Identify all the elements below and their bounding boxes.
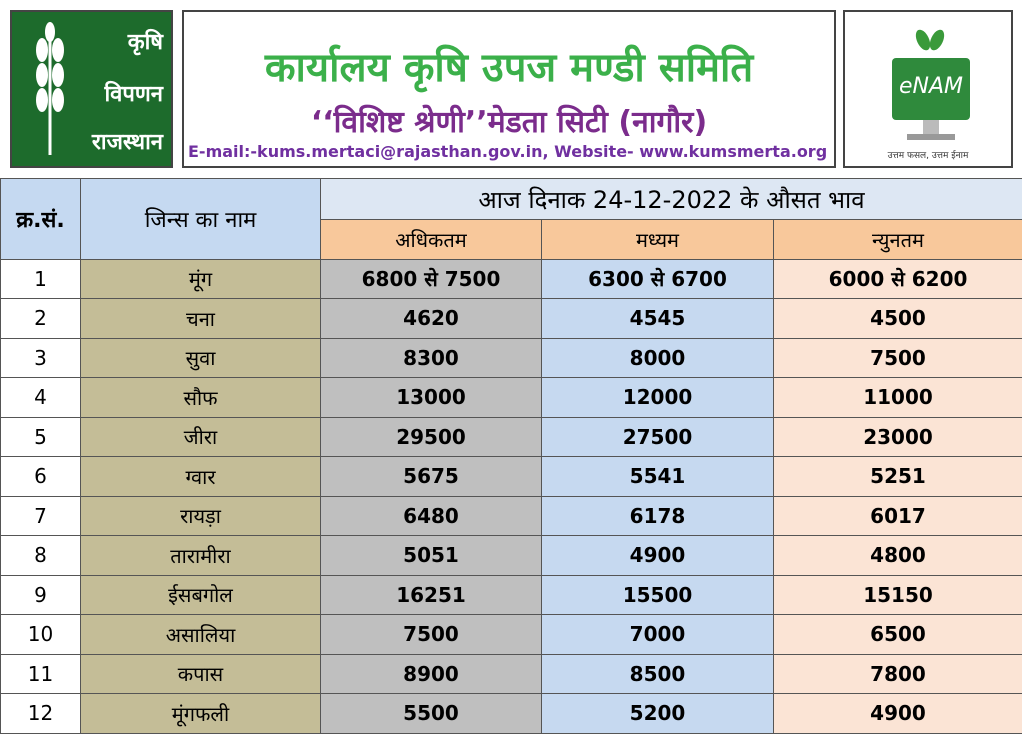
enam-text: eNAM [899,74,963,99]
contact: E-mail:-kums.mertaci@rajasthan.gov.in, W… [188,142,827,161]
price-cell: 16251 [321,575,542,615]
price-cell: 6178 [542,496,774,536]
price-column-header: अधिकतम [321,220,542,260]
price-cell: 7500 [774,338,1022,378]
serial-cell: 2 [1,299,81,339]
price-cell: 8500 [542,654,774,694]
logo-text: विपणन [104,78,163,108]
name-cell: सौफ [81,378,321,418]
name-cell: सुवा [81,338,321,378]
price-cell: 8000 [542,338,774,378]
price-cell: 23000 [774,417,1022,457]
price-cell: 6480 [321,496,542,536]
serial-cell: 12 [1,694,81,734]
name-cell: मूंग [81,259,321,299]
price-cell: 5541 [542,457,774,497]
price-cell: 8300 [321,338,542,378]
price-cell: 4500 [774,299,1022,339]
price-cell: 5200 [542,694,774,734]
price-cell: 5051 [321,536,542,576]
price-cell: 6000 से 6200 [774,259,1022,299]
wheat-icon [20,20,80,160]
serial-cell: 9 [1,575,81,615]
serial-header: क्र.सं. [1,179,81,260]
date-heading: आज दिनाक 24-12-2022 के औसत भाव [321,179,1022,220]
price-cell: 5500 [321,694,542,734]
price-cell: 27500 [542,417,774,457]
price-cell: 15500 [542,575,774,615]
logo-right: eNAM उत्तम फसल, उत्तम ईनाम [843,10,1013,168]
name-header: जिन्स का नाम [81,179,321,260]
serial-cell: 4 [1,378,81,418]
serial-cell: 5 [1,417,81,457]
table-body: क्र.सं. जिन्स का नाम आज दिनाक 24-12-2022… [1,179,1022,734]
name-cell: ईसबगोल [81,575,321,615]
price-cell: 15150 [774,575,1022,615]
serial-cell: 1 [1,259,81,299]
price-cell: 4545 [542,299,774,339]
price-cell: 12000 [542,378,774,418]
price-cell: 4620 [321,299,542,339]
logo-text: कृषि [128,26,163,56]
name-cell: ग्वार [81,457,321,497]
price-cell: 4800 [774,536,1022,576]
header-row: क्र.सं. जिन्स का नाम आज दिनाक 24-12-2022… [1,179,1022,220]
name-cell: असालिया [81,615,321,655]
price-cell: 13000 [321,378,542,418]
name-cell: कपास [81,654,321,694]
price-cell: 4900 [542,536,774,576]
serial-cell: 11 [1,654,81,694]
price-cell: 4900 [774,694,1022,734]
price-cell: 6017 [774,496,1022,536]
price-cell: 29500 [321,417,542,457]
price-cell: 8900 [321,654,542,694]
serial-cell: 7 [1,496,81,536]
price-cell: 7000 [542,615,774,655]
header-center: कार्यालय कृषि उपज मण्डी समिति ‘‘विशिष्ट … [182,10,836,168]
name-cell: रायड़ा [81,496,321,536]
title: कार्यालय कृषि उपज मण्डी समिति [184,38,834,93]
enam-tagline: उत्तम फसल, उत्तम ईनाम [845,148,1011,161]
serial-cell: 3 [1,338,81,378]
name-cell: चना [81,299,321,339]
serial-cell: 8 [1,536,81,576]
name-cell: मूंगफली [81,694,321,734]
price-cell: 5251 [774,457,1022,497]
price-cell: 6800 से 7500 [321,259,542,299]
price-cell: 7500 [321,615,542,655]
price-cell: 6500 [774,615,1022,655]
serial-cell: 10 [1,615,81,655]
price-cell: 6300 से 6700 [542,259,774,299]
price-table: क्र.सं. जिन्स का नाम आज दिनाक 24-12-2022… [0,178,1022,734]
serial-cell: 6 [1,457,81,497]
name-cell: जीरा [81,417,321,457]
price-cell: 7800 [774,654,1022,694]
name-cell: तारामीरा [81,536,321,576]
price-cell: 5675 [321,457,542,497]
logo-left: कृषि विपणन राजस्थान [10,10,173,168]
subtitle: ‘‘विशिष्ट श्रेणी’’मेडता सिटी (नागौर) [184,100,834,141]
price-column-header: न्युनतम [774,220,1022,260]
price-column-header: मध्यम [542,220,774,260]
price-cell: 11000 [774,378,1022,418]
logo-text: राजस्थान [92,126,163,156]
